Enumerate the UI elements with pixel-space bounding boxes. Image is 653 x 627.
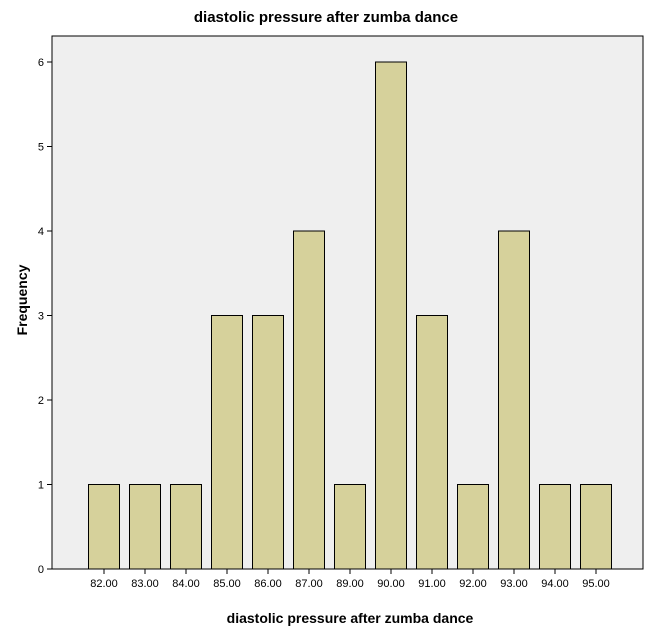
- bar-89.00: [334, 484, 366, 570]
- x-tick-label: 91.00: [418, 578, 446, 590]
- bar-82.00: [88, 484, 120, 570]
- bar-92.00: [457, 484, 489, 570]
- y-tick-label: 5: [38, 142, 44, 154]
- y-tick-label: 6: [38, 57, 44, 69]
- x-tick-label: 90.00: [377, 578, 405, 590]
- bar-85.00: [211, 315, 243, 570]
- y-tick-label: 4: [38, 226, 44, 238]
- bar-95.00: [580, 484, 612, 570]
- x-axis-label: diastolic pressure after zumba dance: [227, 610, 474, 626]
- y-tick-label: 0: [38, 564, 44, 576]
- x-tick-label: 82.00: [90, 578, 118, 590]
- x-tick-label: 87.00: [295, 578, 323, 590]
- chart-title: diastolic pressure after zumba dance: [194, 9, 458, 26]
- x-tick-label: 94.00: [541, 578, 569, 590]
- bar-84.00: [170, 484, 202, 570]
- bar-93.00: [498, 230, 530, 570]
- x-tick-label: 83.00: [131, 578, 159, 590]
- y-tick-label: 3: [38, 311, 44, 323]
- y-tick-label: 1: [38, 480, 44, 492]
- bar-90.00: [375, 61, 407, 570]
- y-tick-label: 2: [38, 395, 44, 407]
- bar-83.00: [129, 484, 161, 570]
- x-tick-label: 93.00: [500, 578, 528, 590]
- y-axis-ticks: 0 1 2 3 4 5 6: [38, 57, 52, 576]
- y-axis-label: Frequency: [14, 264, 30, 335]
- x-tick-label: 85.00: [213, 578, 241, 590]
- x-tick-label: 84.00: [172, 578, 200, 590]
- bar-87.00: [293, 230, 325, 570]
- x-tick-label: 92.00: [459, 578, 487, 590]
- plot-area: [51, 35, 644, 570]
- bar-91.00: [416, 315, 448, 570]
- bar-86.00: [252, 315, 284, 570]
- x-tick-label: 89.00: [336, 578, 364, 590]
- x-axis-ticks: 82.00 83.00 84.00 85.00 86.00 87.00 89.00 90.00…: [90, 569, 610, 590]
- x-tick-label: 95.00: [582, 578, 610, 590]
- x-tick-label: 86.00: [254, 578, 282, 590]
- bar-94.00: [539, 484, 571, 570]
- bars-group: [88, 61, 612, 570]
